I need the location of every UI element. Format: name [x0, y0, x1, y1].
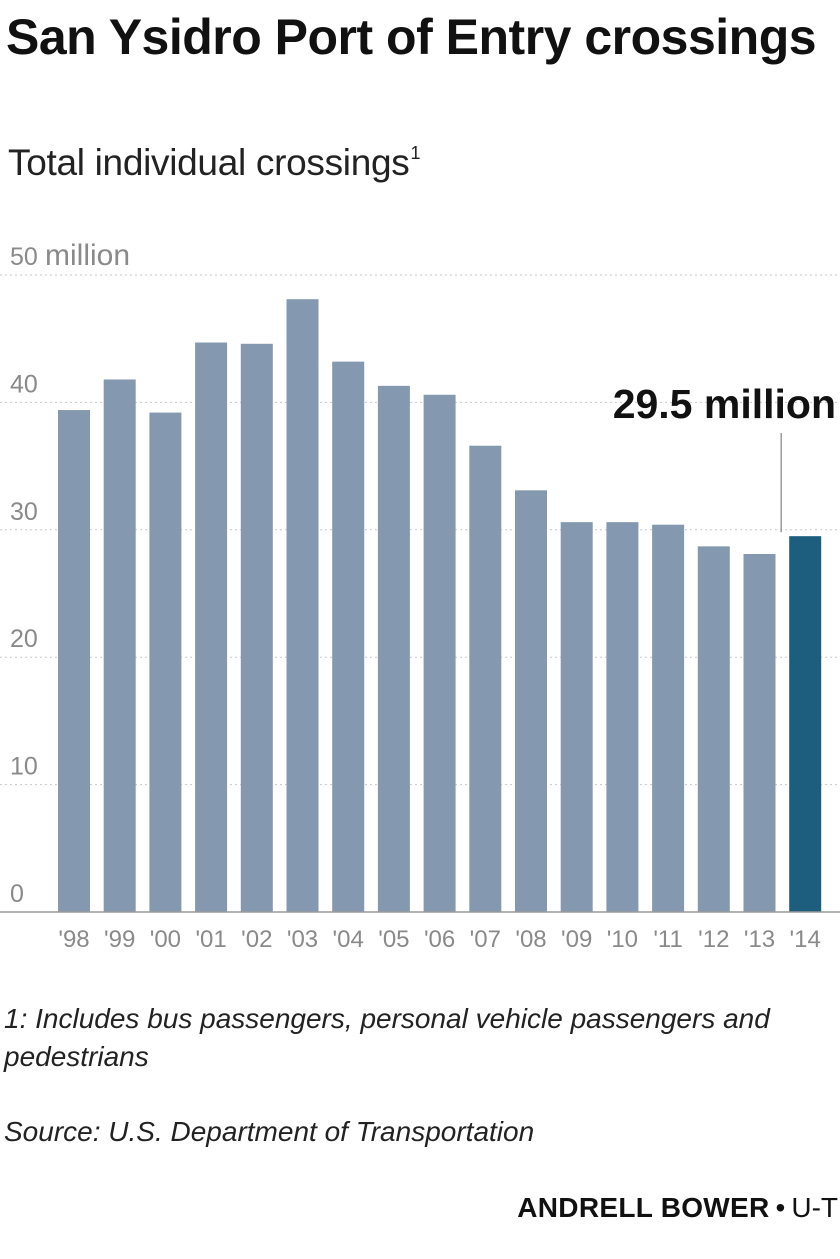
y-unit-label: million: [45, 239, 130, 272]
x-tick-label: '05: [378, 926, 409, 953]
x-tick-label: '12: [698, 926, 729, 953]
x-tick-label: '13: [744, 926, 775, 953]
footnote-marker: 1: [410, 143, 421, 163]
bar: [560, 522, 593, 912]
x-tick-label: '00: [150, 926, 181, 953]
x-tick-label: '09: [561, 926, 592, 953]
bar: [286, 299, 319, 912]
bar: [58, 410, 90, 912]
y-tick-label: 10: [10, 753, 38, 781]
bar: [469, 445, 502, 912]
x-tick-label: '14: [790, 926, 821, 953]
credit-name: ANDRELL BOWER: [517, 1192, 770, 1223]
y-tick-label: 0: [10, 880, 24, 908]
annotation-label: 29.5 million: [613, 381, 836, 427]
x-tick-label: '04: [333, 926, 364, 953]
bar: [195, 342, 228, 913]
y-tick-label: 20: [10, 625, 38, 653]
bar: [332, 361, 365, 912]
x-tick-label: '07: [470, 926, 501, 953]
chart-subtitle: Total individual crossings1: [8, 142, 420, 184]
footnote: 1: Includes bus passengers, personal veh…: [4, 1003, 770, 1072]
bar: [515, 490, 547, 912]
x-tick-label: '02: [241, 926, 272, 953]
x-tick-label: '10: [607, 926, 638, 953]
bar: [103, 379, 136, 912]
bar: [606, 522, 639, 912]
x-tick-label: '03: [287, 926, 318, 953]
chart-title: San Ysidro Port of Entry crossings: [6, 9, 817, 65]
bar-chart: 0 10 20 30 40 50 million '98 '99 '00 '01 '02 '03 '04 '…: [0, 239, 840, 953]
credit: ANDRELL BOWER • U-T: [517, 1192, 838, 1224]
bar: [149, 412, 182, 912]
credit-org: U-T: [791, 1192, 838, 1223]
subtitle-text: Total individual crossings: [8, 142, 410, 183]
bar: [423, 394, 456, 912]
x-tick-label: '99: [104, 926, 135, 953]
x-tick-label: '11: [653, 926, 683, 953]
x-tick-label: '06: [424, 926, 455, 953]
bar: [743, 554, 776, 912]
x-tick-label: '08: [515, 926, 546, 953]
y-tick-label: 50: [10, 243, 38, 271]
source-note: Source: U.S. Department of Transportatio…: [4, 1116, 535, 1147]
y-tick-label: 30: [10, 498, 38, 526]
bar: [652, 524, 685, 912]
x-tick-label: '01: [195, 926, 226, 953]
bar-highlight: [789, 536, 822, 912]
bar: [697, 546, 730, 912]
y-tick-label: 40: [10, 370, 38, 398]
credit-separator: •: [775, 1192, 786, 1223]
bar: [240, 343, 273, 912]
bar: [377, 385, 410, 912]
x-tick-label: '98: [58, 926, 89, 953]
